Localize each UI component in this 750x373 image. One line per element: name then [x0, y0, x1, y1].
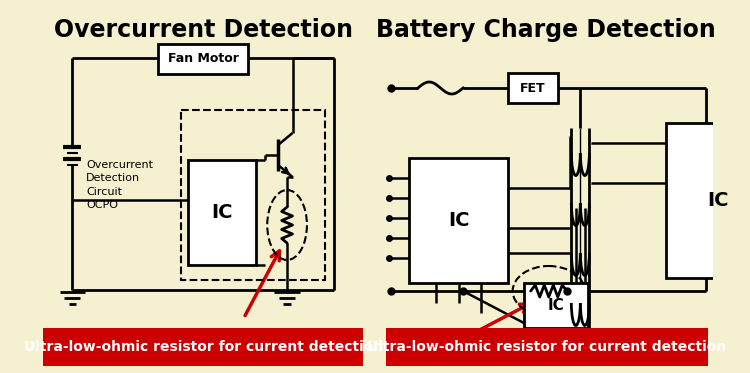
- Text: Overcurrent Detection: Overcurrent Detection: [54, 18, 352, 42]
- Bar: [386, 328, 707, 366]
- Text: Ultra-low-ohmic resistor for current detection: Ultra-low-ohmic resistor for current det…: [368, 340, 727, 354]
- Bar: [666, 123, 750, 278]
- Bar: [509, 73, 558, 103]
- Text: FET: FET: [520, 81, 546, 94]
- Bar: [524, 283, 587, 328]
- Bar: [158, 44, 248, 74]
- Text: Fan Motor: Fan Motor: [168, 53, 238, 66]
- Text: Ultra-low-ohmic resistor for current detection: Ultra-low-ohmic resistor for current det…: [23, 340, 382, 354]
- Bar: [188, 160, 256, 265]
- Text: Battery Charge Detection: Battery Charge Detection: [376, 18, 716, 42]
- Text: Overcurrent
Detection
Circuit
OCPO: Overcurrent Detection Circuit OCPO: [86, 160, 153, 210]
- Text: IC: IC: [448, 211, 470, 230]
- Text: IC: IC: [707, 191, 729, 210]
- Bar: [44, 328, 363, 366]
- Bar: [181, 110, 325, 280]
- Text: IC: IC: [548, 298, 564, 313]
- Bar: [409, 158, 509, 283]
- Text: IC: IC: [211, 203, 232, 222]
